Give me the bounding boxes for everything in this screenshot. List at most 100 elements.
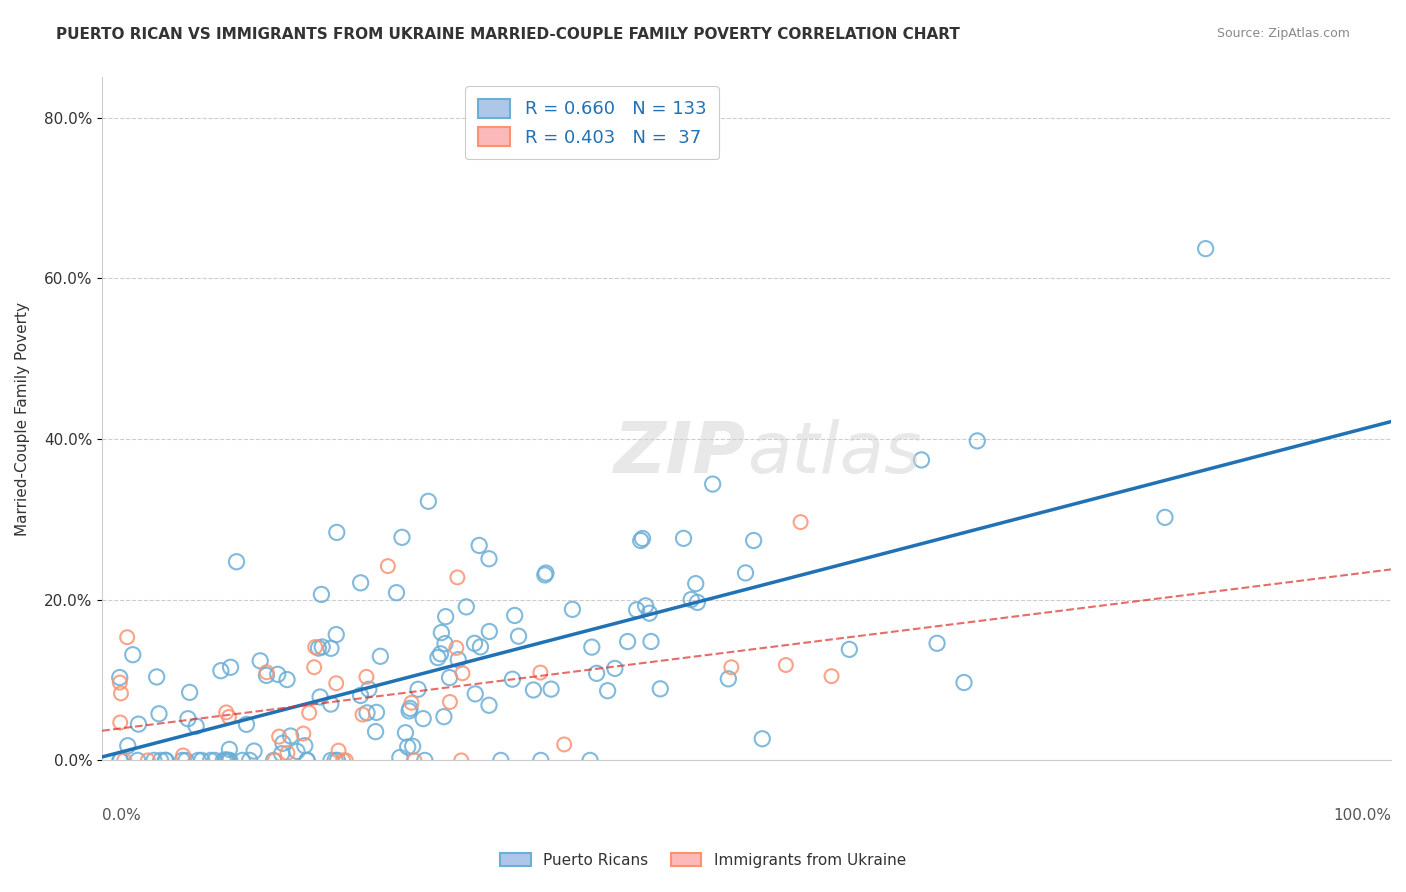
- Puerto Ricans: [212, 753, 235, 767]
- Puerto Ricans: [426, 650, 449, 665]
- Puerto Ricans: [155, 753, 177, 767]
- Puerto Ricans: [401, 739, 423, 754]
- Puerto Ricans: [534, 566, 557, 580]
- Puerto Ricans: [295, 753, 318, 767]
- Puerto Ricans: [326, 753, 349, 767]
- Puerto Ricans: [394, 725, 416, 739]
- Puerto Ricans: [108, 753, 131, 767]
- Puerto Ricans: [533, 568, 555, 582]
- Puerto Ricans: [751, 731, 773, 746]
- Immigrants from Ukraine: [302, 660, 325, 674]
- Puerto Ricans: [522, 682, 544, 697]
- Puerto Ricans: [478, 698, 501, 713]
- Immigrants from Ukraine: [446, 570, 468, 584]
- Puerto Ricans: [630, 533, 652, 548]
- Puerto Ricans: [117, 739, 139, 753]
- Puerto Ricans: [478, 624, 501, 639]
- Puerto Ricans: [256, 668, 278, 682]
- Puerto Ricans: [439, 671, 461, 685]
- Immigrants from Ukraine: [401, 696, 423, 710]
- Puerto Ricans: [231, 753, 253, 767]
- Puerto Ricans: [294, 739, 316, 753]
- Puerto Ricans: [155, 753, 177, 767]
- Immigrants from Ukraine: [136, 753, 159, 767]
- Puerto Ricans: [172, 753, 194, 767]
- Immigrants from Ukraine: [332, 753, 354, 767]
- Puerto Ricans: [412, 712, 434, 726]
- Immigrants from Ukraine: [439, 695, 461, 709]
- Puerto Ricans: [200, 753, 222, 767]
- Puerto Ricans: [561, 602, 583, 616]
- Puerto Ricans: [953, 675, 976, 690]
- Puerto Ricans: [626, 603, 648, 617]
- Puerto Ricans: [501, 672, 523, 686]
- Immigrants from Ukraine: [276, 746, 298, 760]
- Puerto Ricans: [1154, 510, 1177, 524]
- Immigrants from Ukraine: [263, 753, 285, 767]
- Puerto Ricans: [243, 744, 266, 758]
- Puerto Ricans: [364, 724, 387, 739]
- Puerto Ricans: [218, 753, 240, 767]
- Puerto Ricans: [717, 672, 740, 686]
- Puerto Ricans: [217, 753, 239, 767]
- Immigrants from Ukraine: [720, 660, 742, 674]
- Puerto Ricans: [311, 640, 333, 654]
- Puerto Ricans: [470, 640, 492, 654]
- Puerto Ricans: [127, 753, 149, 767]
- Puerto Ricans: [581, 640, 603, 654]
- Puerto Ricans: [508, 629, 530, 643]
- Puerto Ricans: [456, 599, 478, 614]
- Immigrants from Ukraine: [110, 715, 132, 730]
- Immigrants from Ukraine: [775, 658, 797, 673]
- Puerto Ricans: [489, 753, 512, 767]
- Puerto Ricans: [271, 736, 294, 750]
- Immigrants from Ukraine: [529, 665, 551, 680]
- Immigrants from Ukraine: [108, 675, 131, 690]
- Puerto Ricans: [413, 753, 436, 767]
- Immigrants from Ukraine: [820, 669, 842, 683]
- Puerto Ricans: [108, 671, 131, 685]
- Text: PUERTO RICAN VS IMMIGRANTS FROM UKRAINE MARRIED-COUPLE FAMILY POVERTY CORRELATIO: PUERTO RICAN VS IMMIGRANTS FROM UKRAINE …: [56, 27, 960, 42]
- Puerto Ricans: [634, 599, 657, 613]
- Immigrants from Ukraine: [298, 706, 321, 720]
- Immigrants from Ukraine: [304, 640, 326, 654]
- Immigrants from Ukraine: [115, 630, 138, 644]
- Puerto Ricans: [319, 641, 342, 656]
- Puerto Ricans: [650, 681, 672, 696]
- Puerto Ricans: [686, 595, 709, 609]
- Immigrants from Ukraine: [553, 738, 575, 752]
- Puerto Ricans: [638, 606, 661, 620]
- Immigrants from Ukraine: [377, 559, 399, 574]
- Immigrants from Ukraine: [446, 640, 468, 655]
- Puerto Ricans: [468, 538, 491, 552]
- Puerto Ricans: [464, 687, 486, 701]
- Puerto Ricans: [174, 753, 197, 767]
- Puerto Ricans: [1194, 242, 1216, 256]
- Puerto Ricans: [681, 592, 703, 607]
- Puerto Ricans: [267, 667, 290, 681]
- Y-axis label: Married-Couple Family Poverty: Married-Couple Family Poverty: [15, 301, 30, 536]
- Puerto Ricans: [127, 717, 149, 731]
- Puerto Ricans: [190, 753, 212, 767]
- Puerto Ricans: [910, 453, 932, 467]
- Puerto Ricans: [385, 585, 408, 599]
- Puerto Ricans: [503, 608, 526, 623]
- Puerto Ricans: [478, 551, 501, 566]
- Immigrants from Ukraine: [450, 753, 472, 767]
- Puerto Ricans: [370, 649, 392, 664]
- Immigrants from Ukraine: [256, 665, 278, 680]
- Legend: R = 0.660   N = 133, R = 0.403   N =  37: R = 0.660 N = 133, R = 0.403 N = 37: [465, 87, 718, 160]
- Text: 100.0%: 100.0%: [1333, 808, 1391, 823]
- Immigrants from Ukraine: [356, 670, 378, 684]
- Immigrants from Ukraine: [404, 753, 426, 767]
- Puerto Ricans: [319, 697, 342, 711]
- Puerto Ricans: [110, 753, 132, 767]
- Puerto Ricans: [966, 434, 988, 448]
- Puerto Ricans: [219, 660, 242, 674]
- Puerto Ricans: [323, 753, 346, 767]
- Puerto Ricans: [579, 753, 602, 767]
- Puerto Ricans: [325, 627, 347, 641]
- Puerto Ricans: [209, 664, 232, 678]
- Puerto Ricans: [357, 682, 380, 697]
- Puerto Ricans: [149, 753, 172, 767]
